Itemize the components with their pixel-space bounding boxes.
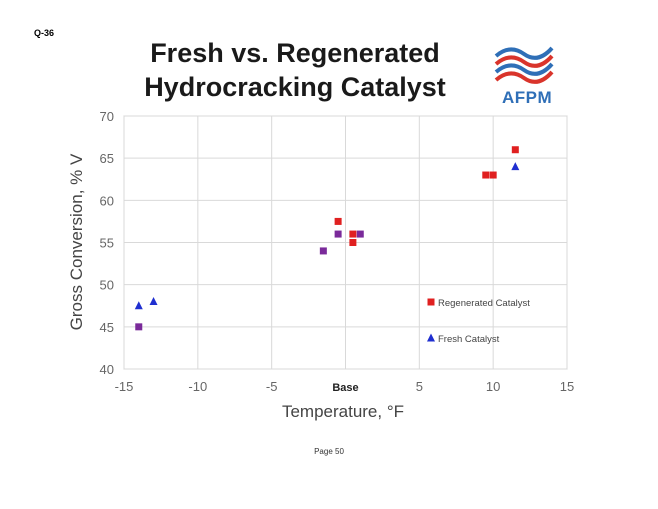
y-axis-ticks: 40 45 50 55 60 65 70: [100, 109, 114, 377]
title-line-2: Hydrocracking Catalyst: [144, 72, 446, 102]
fresh-catalyst-point: [511, 162, 520, 171]
unlabeled-series-point: [319, 247, 327, 255]
legend-label: Regenerated Catalyst: [438, 298, 530, 309]
fresh-catalyst-point: [134, 301, 143, 310]
y-tick-label: 45: [100, 320, 114, 335]
legend-marker: [427, 298, 435, 306]
y-tick-label: 70: [100, 109, 114, 124]
x-tick-label: 15: [560, 379, 574, 394]
x-axis-ticks: -15 -10 -5 Base 5 10 15: [115, 379, 575, 394]
data-points: [134, 146, 520, 331]
y-axis-label: Gross Conversion, % V: [67, 153, 86, 330]
x-axis-label: Temperature, °F: [282, 402, 404, 421]
page-footer: Page 50: [314, 447, 344, 456]
regenerated-catalyst-point: [349, 230, 357, 238]
y-tick-label: 55: [100, 236, 114, 251]
slide-title: Fresh vs. Regenerated Hydrocracking Cata…: [100, 36, 490, 104]
regenerated-catalyst-point: [349, 239, 357, 246]
question-id: Q-36: [34, 28, 55, 38]
y-tick-label: 40: [100, 362, 114, 377]
title-line-1: Fresh vs. Regenerated: [150, 38, 440, 68]
grid-lines: [123, 115, 568, 370]
legend-label: Fresh Catalyst: [438, 334, 500, 345]
legend-marker: [427, 333, 435, 342]
x-tick-label: -10: [188, 379, 207, 394]
logo-text: AFPM: [502, 88, 553, 107]
y-tick-label: 50: [100, 278, 114, 293]
regenerated-catalyst-point: [489, 171, 497, 179]
y-tick-label: 60: [100, 193, 114, 208]
regenerated-catalyst-point: [482, 171, 490, 179]
fresh-catalyst-point: [149, 297, 158, 306]
x-tick-label: 10: [486, 379, 500, 394]
unlabeled-series-point: [356, 230, 364, 238]
regenerated-catalyst-point: [511, 146, 519, 154]
legend: Regenerated Catalyst Fresh Catalyst: [427, 298, 530, 345]
x-tick-label: -5: [266, 379, 278, 394]
x-tick-label: 5: [416, 379, 423, 394]
regenerated-catalyst-point: [334, 217, 342, 225]
unlabeled-series-point: [135, 323, 143, 331]
x-tick-label: Base: [332, 382, 358, 394]
x-tick-label: -15: [115, 379, 134, 394]
afpm-logo-icon: [494, 46, 554, 84]
y-tick-label: 65: [100, 151, 114, 166]
unlabeled-series-point: [334, 230, 342, 238]
